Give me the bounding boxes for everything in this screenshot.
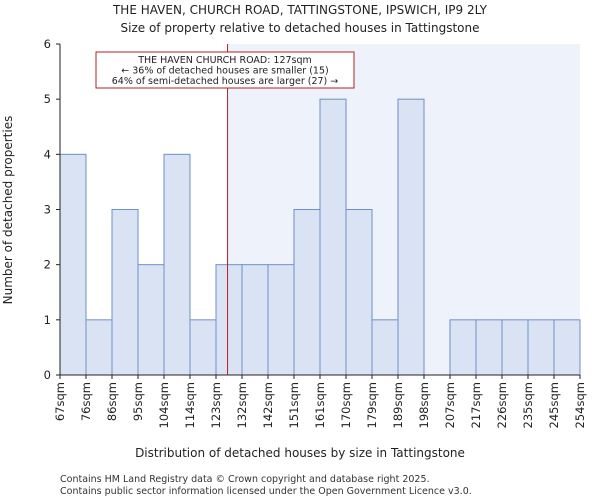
footer-line-2: Contains public sector information licen… bbox=[60, 486, 472, 497]
x-tick-label: 132sqm bbox=[235, 382, 249, 428]
y-tick-label: 0 bbox=[44, 368, 51, 382]
x-tick-label: 170sqm bbox=[339, 382, 353, 428]
bar bbox=[137, 264, 165, 376]
bar bbox=[241, 264, 269, 376]
bar bbox=[111, 209, 139, 376]
bar bbox=[397, 98, 425, 376]
bar bbox=[163, 153, 191, 376]
x-tick-label: 123sqm bbox=[209, 382, 223, 428]
bar bbox=[449, 319, 477, 376]
y-tick-label: 6 bbox=[44, 37, 51, 51]
bar bbox=[371, 319, 399, 376]
bar bbox=[527, 319, 555, 376]
bar bbox=[293, 209, 321, 376]
y-tick-label: 2 bbox=[44, 258, 51, 272]
x-tick-label: 254sqm bbox=[573, 382, 587, 428]
bar bbox=[59, 153, 87, 376]
x-tick-label: 95sqm bbox=[131, 382, 145, 421]
annotation-line-1: THE HAVEN CHURCH ROAD: 127sqm bbox=[137, 55, 312, 66]
x-tick-label: 151sqm bbox=[287, 382, 301, 428]
bar bbox=[475, 319, 503, 376]
x-tick-label: 217sqm bbox=[469, 382, 483, 428]
bar bbox=[85, 319, 113, 376]
footer-line-1: Contains HM Land Registry data © Crown c… bbox=[60, 474, 430, 485]
y-tick-label: 5 bbox=[44, 92, 51, 106]
x-tick-label: 226sqm bbox=[495, 382, 509, 428]
plot-area: 0 1 2 3 4 5 6 67sqm 76sqm 86sqm 95sqm 104sqm 114sqm 1… bbox=[44, 37, 587, 428]
annotation-line-2: ← 36% of detached houses are smaller (15… bbox=[121, 66, 328, 77]
chart-subtitle: Size of property relative to detached ho… bbox=[121, 21, 480, 35]
x-tick-label: 76sqm bbox=[79, 382, 93, 421]
x-tick-label: 142sqm bbox=[261, 382, 275, 428]
x-tick-label: 198sqm bbox=[417, 382, 431, 428]
annotation-box bbox=[95, 51, 355, 89]
bar bbox=[215, 264, 243, 376]
x-tick-label: 67sqm bbox=[53, 382, 67, 421]
x-axis-label: Distribution of detached houses by size … bbox=[135, 446, 465, 460]
y-tick-label: 3 bbox=[44, 203, 51, 217]
x-tick-label: 161sqm bbox=[313, 382, 327, 428]
x-tick-label: 207sqm bbox=[443, 382, 457, 428]
y-tick-label: 4 bbox=[44, 147, 51, 161]
y-axis-label: Number of detached properties bbox=[1, 116, 15, 305]
x-tick-label: 104sqm bbox=[157, 382, 171, 428]
annotation-line-3: 64% of semi-detached houses are larger (… bbox=[112, 76, 339, 87]
bar bbox=[345, 209, 373, 376]
x-tick-label: 114sqm bbox=[183, 382, 197, 428]
chart-title: THE HAVEN, CHURCH ROAD, TATTINGSTONE, IP… bbox=[112, 3, 488, 17]
bar bbox=[189, 319, 217, 376]
x-tick-label: 189sqm bbox=[391, 382, 405, 428]
x-tick-label: 179sqm bbox=[365, 382, 379, 428]
x-tick-label: 86sqm bbox=[105, 382, 119, 421]
bar bbox=[267, 264, 295, 376]
bar bbox=[319, 98, 347, 376]
y-tick-label: 1 bbox=[44, 313, 51, 327]
bar bbox=[501, 319, 529, 376]
x-tick-label: 245sqm bbox=[547, 382, 561, 428]
x-tick-label: 235sqm bbox=[521, 382, 535, 428]
bar bbox=[553, 319, 581, 376]
